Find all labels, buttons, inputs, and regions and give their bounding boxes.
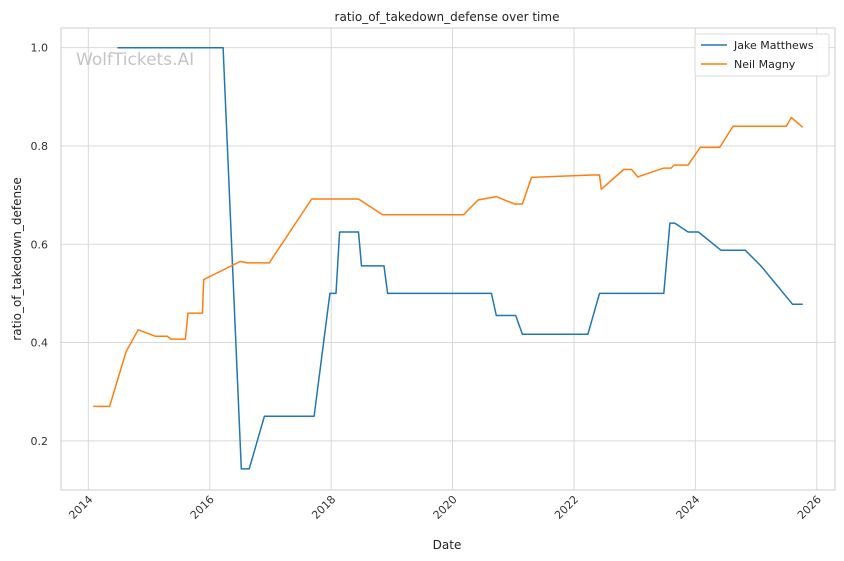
plot-area [60, 27, 836, 491]
legend-label: Neil Magny [734, 58, 796, 71]
y-axis-label: ratio_of_takedown_defense [10, 177, 24, 340]
y-tick-label: 0.4 [31, 337, 49, 350]
grid [61, 28, 835, 490]
y-axis-ticks: 0.2 0.4 0.6 0.8 1.0 [31, 42, 49, 448]
x-axis-label: Date [433, 538, 462, 552]
y-tick-label: 0.6 [31, 238, 49, 251]
series-lines [93, 46, 804, 470]
y-tick-label: 0.8 [31, 140, 49, 153]
y-tick-label: 1.0 [31, 42, 49, 55]
legend-box [694, 33, 830, 77]
series-line-1 [117, 46, 803, 470]
legend: Jake Matthews Neil Magny [694, 33, 830, 77]
y-tick-label: 0.2 [31, 435, 49, 448]
plot-frame [60, 27, 836, 491]
series-line-2 [93, 116, 804, 408]
plot-background [61, 28, 835, 490]
watermark-text: WolfTickets.AI [76, 50, 194, 70]
chart-title: ratio_of_takedown_defense over time [335, 10, 560, 24]
legend-label: Jake Matthews [733, 39, 814, 52]
